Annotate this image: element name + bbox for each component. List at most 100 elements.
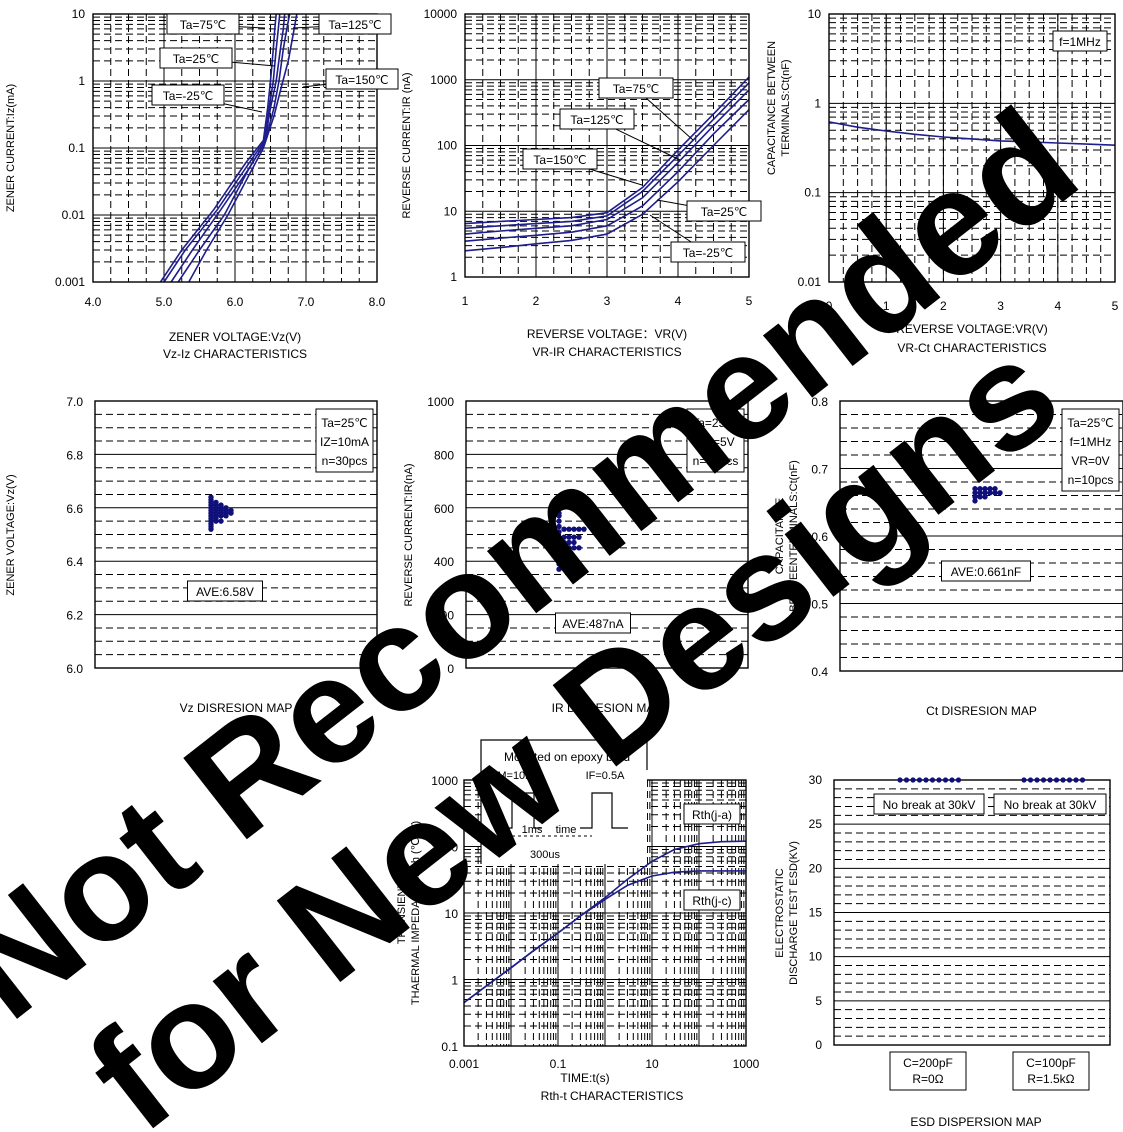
condition-text: Ta=25℃ (321, 416, 368, 430)
x-tick-label: 4 (1054, 299, 1061, 313)
y-tick-label: 0 (447, 662, 454, 676)
condition-text: VR=5V (696, 435, 734, 449)
x-tick-label: 5 (746, 294, 753, 308)
category-label: C=100pF (1026, 1056, 1076, 1070)
data-point (929, 777, 936, 783)
x-tick-label: 4.0 (85, 295, 102, 309)
data-point (972, 490, 978, 496)
x-axis-label: REVERSE VOLTAGE：VR(V) (527, 327, 687, 341)
vz-iz-series-line (159, 13, 277, 283)
y-axis-label-line: CAPACITANCE (774, 498, 786, 575)
pulse-waveform (494, 792, 542, 829)
data-point (561, 534, 567, 540)
average-label: AVE:0.661nF (951, 565, 1022, 579)
data-point (576, 526, 582, 532)
data-point (556, 545, 562, 551)
data-point (571, 539, 577, 546)
y-axis-label: TRANSIENT THAERMAL IMPEDANCE:Rth (℃/W) (396, 821, 422, 1005)
chart-rth-t: 0.001 0.1 10 100010001001010.1TIME:t(s)Rth-… (396, 739, 760, 1103)
inset-label: 300us (530, 849, 560, 861)
data-point (992, 490, 998, 496)
vr-ir-series-line (464, 109, 750, 252)
y-tick-label: 1000 (430, 73, 457, 87)
category-label: R=0Ω (912, 1072, 943, 1086)
temp-label-box (670, 241, 746, 263)
x-axis-label: TIME:t(s) (560, 1071, 609, 1085)
y-tick-label: 0.6 (811, 530, 828, 544)
data-point (1073, 777, 1079, 783)
x-tick-label: 3 (604, 294, 611, 308)
data-point (208, 494, 214, 500)
data-point (556, 561, 562, 567)
x-axis-label: REVERSE VOLTAGE:VR(V) (896, 322, 1048, 336)
data-point (566, 534, 572, 540)
y-axis-label-line: TRANSIENT (396, 882, 408, 945)
temp-label-box (166, 13, 240, 35)
data-point (977, 486, 983, 492)
temp-label: Ta=75℃ (180, 18, 227, 32)
temp-label: Ta=-25℃ (683, 246, 734, 260)
data-point (223, 505, 229, 511)
data-point (1034, 777, 1040, 783)
data-point (916, 777, 923, 783)
series-label: Rth(j-c) (692, 894, 731, 908)
y-tick-label: 1 (450, 270, 457, 284)
condition-text: n=10pcs (1068, 473, 1114, 487)
temp-label: Ta=125℃ (328, 18, 381, 32)
data-point (982, 494, 988, 500)
condition-text: VR=0V (1071, 454, 1109, 468)
y-tick-label: 6.2 (66, 609, 83, 623)
data-point (581, 526, 587, 532)
inset-background (481, 740, 647, 864)
vz-iz-series-line (163, 13, 281, 283)
data-point (1021, 777, 1027, 783)
data-point (923, 777, 929, 783)
inset-label: IF=0.5A (586, 770, 625, 782)
y-tick-label: 5 (815, 994, 822, 1008)
inset-label: 1ms (522, 824, 543, 836)
result-label: No break at 30kV (1004, 798, 1097, 812)
temp-label: Ta=25℃ (173, 52, 220, 66)
data-point (556, 510, 562, 516)
x-tick-label: 5.0 (156, 295, 173, 309)
chart-ir-dispersion: 0 200 400 600 800 1000 Ta=25℃ VR=5V n=30pcs AVE:4… (403, 395, 749, 715)
temp-label: Ta=150℃ (533, 153, 586, 167)
data-point (955, 777, 962, 783)
y-axis-label: REVERSE CURRENT:IR (nA) (401, 72, 413, 218)
data-point (982, 486, 988, 492)
y-tick-label: 200 (434, 609, 454, 623)
chart-title: Rth-t CHARACTERISTICS (541, 1089, 684, 1103)
x-tick-label: 8.0 (369, 295, 386, 309)
y-tick-label: 400 (434, 555, 454, 569)
chart-title: Ct DISRESION MAP (926, 704, 1037, 718)
temp-label-box (318, 13, 392, 35)
y-tick-label: 10 (444, 204, 458, 218)
inset-title: Mounted on epoxy bord (504, 750, 630, 764)
y-tick-label: 0.4 (811, 665, 828, 679)
data-point (897, 777, 903, 783)
condition-text: Ta=25℃ (692, 416, 739, 430)
x-tick-label: 0.1 (550, 1057, 567, 1071)
y-tick-label: 6.6 (66, 502, 83, 516)
y-tick-label: 0.01 (798, 275, 822, 289)
category-label: C=200pF (903, 1056, 953, 1070)
data-point (982, 490, 988, 496)
data-point (1047, 777, 1053, 783)
chart-vz-dispersion: 6.0 6.2 6.4 6.6 6.8 7.0 Ta=25℃ IZ=10mA n=30pcs AV… (5, 395, 378, 715)
x-tick-label: 0.001 (449, 1057, 479, 1071)
temp-label-box (522, 148, 598, 170)
x-tick-label: 2 (940, 299, 947, 313)
data-point (972, 498, 978, 504)
y-tick-label: 100 (437, 139, 457, 153)
chart-vr-ir: 1 2 3 4 5 1 10 100 1000 10000 REVERSE VOLTAGE：VR(V… (401, 7, 762, 359)
chart-esd: 0 5 10 15 20 25 30 No break at 30kV No break at … (774, 773, 1111, 1129)
y-tick-label: 10 (808, 7, 822, 21)
data-point (566, 555, 572, 562)
y-tick-label: 0.1 (804, 186, 821, 200)
y-axis-label-line: THAERMAL IMPEDANCE:Rth (℃/W) (410, 821, 422, 1005)
data-point (576, 534, 582, 540)
chart-title: VR-IR CHARACTERISTICS (532, 345, 681, 359)
data-point (972, 494, 978, 500)
inset-label: IM=10mA (494, 770, 542, 782)
temp-label-box (559, 108, 635, 130)
